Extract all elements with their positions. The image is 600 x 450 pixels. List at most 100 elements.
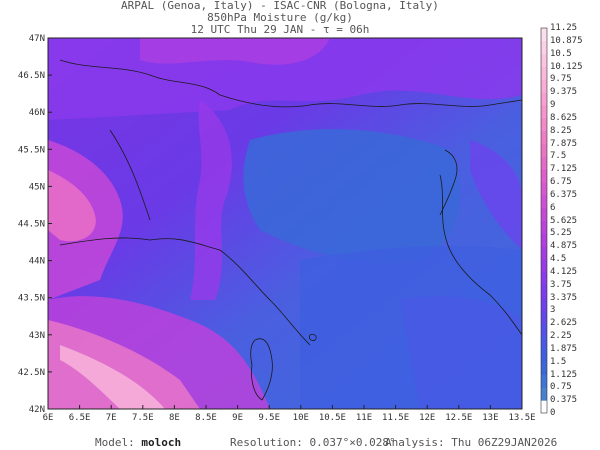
colorbar-segment: [541, 182, 547, 196]
colorbar-level-label: 5.625: [550, 215, 578, 226]
colorbar-segment: [541, 271, 547, 286]
colorbar-segment: [541, 374, 547, 388]
colorbar-segment: [541, 361, 547, 375]
lon-tick-label: 6E: [43, 413, 54, 423]
moisture-field: [48, 38, 522, 409]
footer-resolution-label: Resolution:: [230, 436, 303, 449]
lat-tick-label: 44.5N: [18, 220, 45, 230]
colorbar-level-label: 0: [550, 408, 556, 418]
colorbar-segment: [541, 259, 547, 273]
colorbar-level-label: 4.125: [550, 266, 578, 277]
colorbar-level-label: 6: [550, 202, 556, 213]
lon-tick-label: 8.5E: [195, 413, 217, 423]
colorbar-level-label: 3.75: [550, 279, 572, 290]
lon-tick-label: 10.5E: [319, 413, 346, 423]
colorbar-segment: [541, 117, 547, 132]
colorbar-segment: [541, 246, 547, 260]
longitude-ticks: 6E 6.5E 7E 7.5E 8E 8.5E 9E 9.5E 10E 10.5E 11E 11.5E…: [43, 405, 536, 423]
colorbar-level-label: 10.5: [550, 48, 572, 59]
colorbar-level-label: 4.5: [550, 254, 567, 264]
colorbar-level-label: 10.125: [550, 61, 583, 72]
lon-tick-label: 7E: [106, 413, 117, 423]
lon-tick-label: 12E: [419, 413, 435, 423]
lon-tick-label: 11E: [356, 413, 372, 423]
colorbar-level-label: 7.5: [550, 151, 567, 162]
lat-tick-label: 42N: [29, 405, 45, 415]
colorbar-level-label: 7.125: [550, 164, 578, 175]
colorbar-level-label: 9.375: [550, 87, 578, 98]
colorbar-level-label: 0.375: [550, 395, 578, 406]
colorbar: [540, 27, 548, 414]
colorbar-segment: [541, 400, 547, 414]
lat-tick-label: 46N: [29, 108, 45, 118]
lon-tick-label: 6.5E: [69, 413, 91, 423]
lon-tick-label: 12.5E: [445, 413, 472, 423]
lat-tick-label: 43.5N: [18, 294, 45, 304]
lon-tick-label: 13.5E: [508, 413, 535, 423]
lon-tick-label: 9E: [232, 413, 243, 423]
colorbar-segment: [541, 105, 547, 119]
coastlines-and-borders: [59, 59, 522, 401]
footer-analysis-label: Analysis:: [385, 436, 445, 449]
colorbar-level-label: 6.75: [550, 177, 572, 187]
colorbar-segment: [541, 297, 547, 311]
colorbar-segment: [541, 143, 547, 157]
colorbar-segment: [541, 310, 547, 324]
colorbar-segment: [541, 336, 547, 350]
colorbar-segment: [541, 169, 547, 183]
colorbar-segment: [541, 130, 547, 144]
lat-tick-label: 45.5N: [18, 145, 45, 155]
header-valid-time: 12 UTC Thu 29 JAN - τ = 06h: [190, 23, 370, 36]
footer-analysis-value: Thu 06Z29JAN2026: [451, 436, 558, 449]
lat-tick-label: 42.5N: [18, 368, 45, 378]
colorbar-segment: [541, 323, 547, 337]
lat-tick-label: 47N: [29, 34, 45, 44]
footer-model: Model: moloch: [95, 436, 181, 449]
colorbar-level-label: 10.875: [550, 35, 583, 46]
colorbar-segment: [541, 156, 547, 170]
colorbar-level-label: 1.875: [550, 343, 578, 354]
lat-tick-label: 44N: [29, 257, 45, 267]
footer-resolution: Resolution: 0.037°×0.028°: [230, 436, 396, 449]
colorbar-level-label: 7.875: [550, 138, 578, 149]
colorbar-segment: [541, 220, 547, 234]
colorbar-level-label: 0.75: [550, 382, 572, 393]
lon-tick-label: 9.5E: [258, 413, 280, 423]
colorbar-segment: [541, 387, 547, 401]
colorbar-level-label: 3.375: [550, 292, 578, 303]
lon-tick-label: 11.5E: [382, 413, 409, 423]
lat-tick-label: 46.5N: [18, 71, 45, 81]
colorbar-frame: [540, 27, 548, 414]
latitude-ticks: 47N 46.5N 46N 45.5N 45N 44.5N 44N 43.5N 43N 42.5N…: [18, 34, 52, 415]
map-frame: [47, 37, 523, 410]
colorbar-level-label: 1.5: [550, 356, 567, 367]
footer-resolution-value: 0.037°×0.028°: [309, 436, 396, 449]
colorbar-level-label: 2.625: [550, 318, 578, 329]
colorbar-segment: [541, 207, 547, 221]
colorbar-level-label: 4.875: [550, 241, 578, 252]
lon-tick-label: 7.5E: [132, 413, 154, 423]
colorbar-segment: [541, 40, 547, 55]
colorbar-segment: [541, 233, 547, 247]
colorbar-segment: [541, 348, 547, 363]
lon-tick-label: 10E: [293, 413, 309, 423]
colorbar-level-label: 5.25: [550, 228, 572, 239]
colorbar-level-label: 2.25: [550, 331, 572, 341]
lat-tick-label: 45N: [29, 182, 45, 192]
lat-tick-label: 43N: [29, 331, 45, 341]
colorbar-segment: [541, 66, 547, 80]
colorbar-level-label: 11.25: [550, 23, 578, 33]
colorbar-segment: [541, 284, 547, 298]
colorbar-level-label: 6.375: [550, 189, 578, 200]
colorbar-level-label: 8.25: [550, 125, 572, 136]
colorbar-level-label: 9.75: [550, 74, 572, 85]
header-field-title: 850hPa Moisture (g/kg): [207, 11, 353, 24]
colorbar-segment: [541, 28, 547, 42]
colorbar-level-label: 1.125: [550, 369, 578, 380]
colorbar-level-label: 8.625: [550, 112, 578, 123]
footer-model-label: Model:: [95, 436, 135, 449]
colorbar-level-label: 9: [550, 100, 556, 110]
lon-tick-label: 13E: [482, 413, 498, 423]
lon-tick-label: 8E: [169, 413, 180, 423]
